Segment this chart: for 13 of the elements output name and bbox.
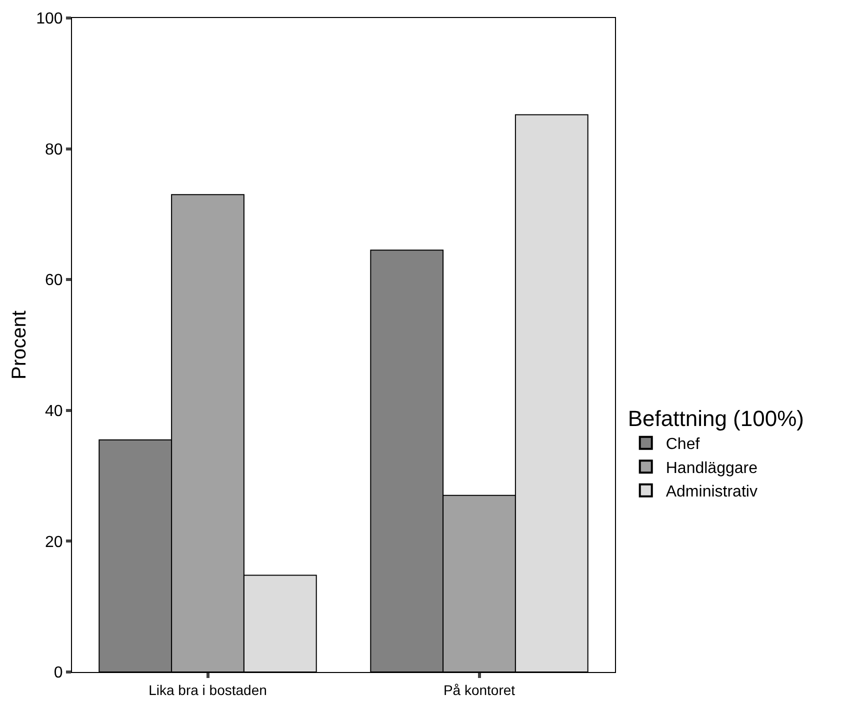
y-tick-label: 20: [45, 534, 63, 551]
legend-label: Chef: [666, 436, 700, 454]
y-tick-label: 80: [45, 141, 63, 158]
legend-label: Administrativ: [666, 484, 758, 501]
legend-title: Befattning (100%): [628, 406, 804, 431]
y-tick-label: 100: [36, 10, 63, 28]
x-tick-label: På kontoret: [443, 682, 516, 698]
y-axis-title: Procent: [8, 310, 31, 380]
y-tick-label: 0: [54, 664, 63, 682]
x-tick-label: Lika bra i bostaden: [148, 682, 267, 698]
y-tick-label: 40: [45, 403, 63, 420]
y-tick-label: 60: [45, 272, 63, 290]
legend-label: Handläggare: [666, 460, 758, 477]
